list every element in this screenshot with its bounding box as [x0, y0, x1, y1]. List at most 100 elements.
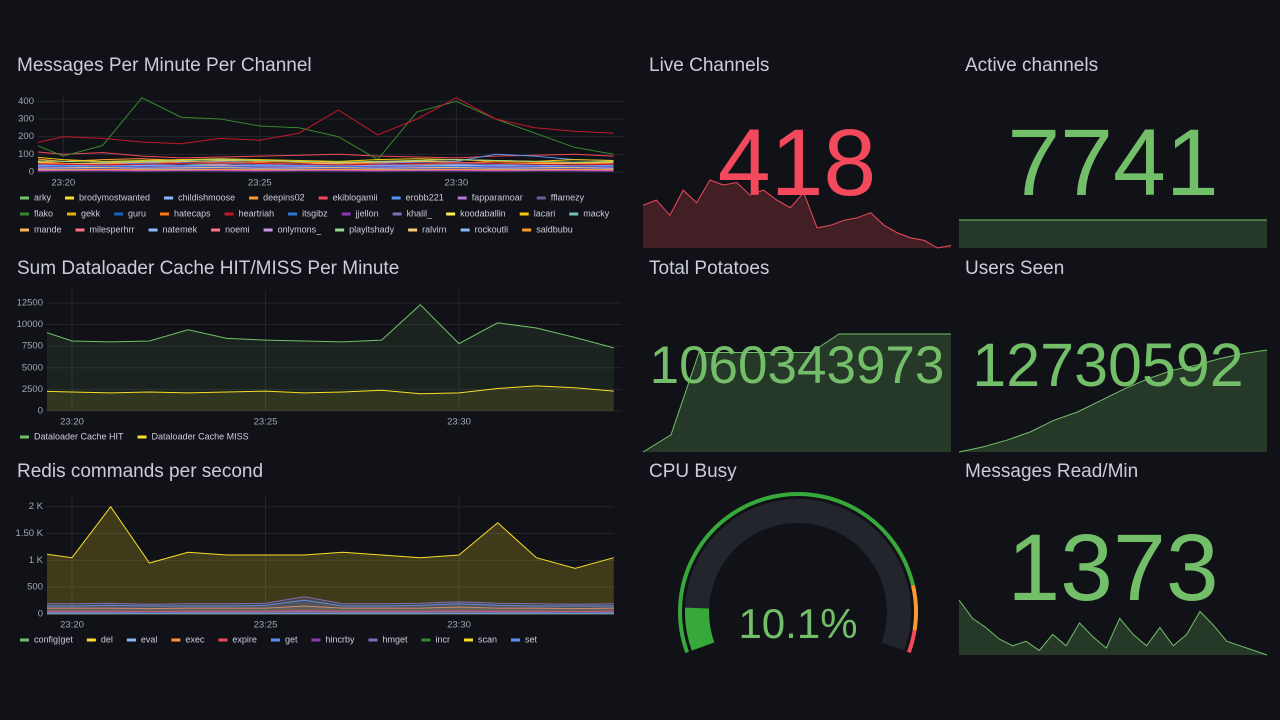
series-line [38, 168, 614, 171]
y-tick-label: 1 K [29, 555, 44, 566]
series-area [47, 506, 614, 614]
panel-title: Messages Read/Min [965, 461, 1138, 482]
legend-label: lacari [534, 208, 556, 218]
legend-label: itsgibz [302, 208, 328, 218]
x-tick-label: 23:25 [248, 178, 272, 189]
sparkline [958, 599, 1268, 656]
legend-label: incr [435, 634, 450, 644]
legend-label: khalil_ [407, 208, 434, 218]
legend-label: childishmoose [178, 192, 235, 202]
series-line [38, 165, 614, 168]
legend-label: eval [141, 634, 158, 644]
legend-label: exec [185, 634, 205, 644]
panel-title: Messages Per Minute Per Channel [17, 55, 312, 76]
legend-label: flako [34, 208, 53, 218]
gauge-track [685, 499, 911, 651]
y-tick-label: 2 K [29, 501, 44, 512]
legend-label: brodymostwanted [79, 192, 150, 202]
gauge-threshold [678, 492, 915, 654]
stat-value: 1060343973 [650, 336, 945, 395]
series-line [47, 505, 614, 569]
legend-label: macky [583, 208, 610, 218]
sparkline [958, 349, 1268, 453]
legend-label: koodaballin [460, 208, 506, 218]
gauge-threshold [906, 630, 917, 654]
stat-value: 7741 [1007, 110, 1218, 216]
series-area [47, 600, 614, 614]
series-line [47, 599, 614, 607]
legend-label: expire [232, 634, 257, 644]
legend-label: Dataloader Cache HIT [34, 431, 124, 441]
y-tick-label: 300 [18, 113, 34, 124]
x-tick-label: 23:20 [60, 620, 84, 631]
legend-label: ekiblogamii [333, 192, 378, 202]
y-tick-label: 7500 [22, 341, 43, 352]
panel-title: Live Channels [649, 55, 769, 76]
series-line [47, 605, 614, 610]
y-tick-label: 400 [18, 96, 34, 107]
legend-label: milesperhrr [90, 224, 135, 234]
y-tick-label: 5000 [22, 362, 43, 373]
sparkline-area [643, 180, 951, 248]
gauge-label: 10.1% [738, 600, 857, 647]
series-area [47, 304, 614, 411]
x-tick-label: 23:30 [447, 417, 471, 428]
panel-title: CPU Busy [649, 461, 737, 482]
legend-label: ralvirn [422, 224, 447, 234]
y-tick-label: 2500 [22, 384, 43, 395]
x-tick-label: 23:25 [254, 417, 278, 428]
legend-label: mande [34, 224, 62, 234]
sparkline-area [959, 220, 1267, 248]
x-tick-label: 23:30 [444, 178, 468, 189]
panel-title: Active channels [965, 55, 1098, 76]
legend-label: jjellon [355, 208, 379, 218]
sparkline-area [959, 350, 1267, 452]
series-line [38, 97, 614, 161]
legend-label: rockoutli [475, 224, 509, 234]
legend-label: hincrby [325, 634, 355, 644]
legend-label: arky [34, 192, 52, 202]
y-tick-label: 1.50 K [16, 528, 44, 539]
sparkline [642, 179, 952, 249]
y-tick-label: 0 [38, 406, 43, 417]
series-area [47, 385, 614, 411]
panel-title: Sum Dataloader Cache HIT/MISS Per Minute [17, 258, 399, 279]
gauge-value [685, 607, 715, 651]
gauge-threshold [911, 585, 918, 631]
legend-label: natemek [163, 224, 198, 234]
x-tick-label: 23:20 [51, 178, 75, 189]
legend-label: fapparamoar [472, 192, 523, 202]
series-line [38, 97, 614, 145]
panel-title: Redis commands per second [17, 461, 263, 482]
legend-label: Dataloader Cache MISS [152, 431, 249, 441]
series-line [47, 304, 614, 349]
legend-label: erobb221 [406, 192, 444, 202]
legend-label: fflamezy [551, 192, 585, 202]
y-tick-label: 200 [18, 131, 34, 142]
y-tick-label: 100 [18, 149, 34, 160]
sparkline-area [643, 334, 951, 452]
legend-label: playitshady [349, 224, 395, 234]
sparkline-area [959, 600, 1267, 655]
legend-label: hatecaps [174, 208, 211, 218]
y-tick-label: 0 [38, 609, 43, 620]
y-tick-label: 10000 [17, 319, 43, 330]
legend-label: heartriah [239, 208, 275, 218]
legend-label: del [101, 634, 113, 644]
legend-label: saldbubu [536, 224, 573, 234]
legend-label: get [285, 634, 298, 644]
stat-value: 418 [718, 110, 877, 216]
y-tick-label: 0 [29, 167, 34, 178]
y-tick-label: 12500 [17, 297, 43, 308]
series-line [38, 167, 614, 170]
series-line [47, 596, 614, 605]
legend-label: gekk [81, 208, 101, 218]
legend-label: hmget [382, 634, 408, 644]
legend-label: guru [128, 208, 146, 218]
series-area [47, 606, 614, 614]
panel-title: Users Seen [965, 258, 1064, 279]
legend-label: deepins02 [263, 192, 305, 202]
stat-value: 12730592 [972, 331, 1243, 399]
